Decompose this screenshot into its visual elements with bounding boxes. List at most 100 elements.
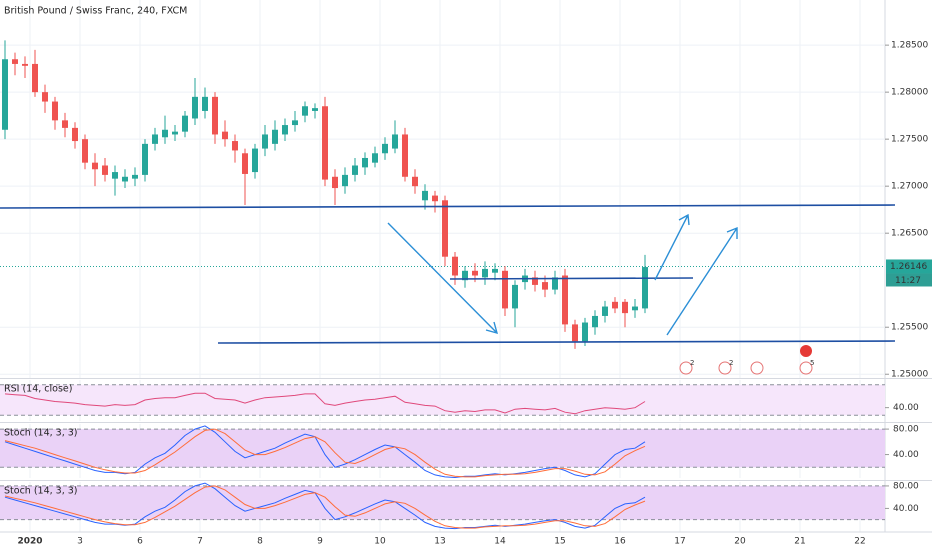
y-tick-label: 1.27500 <box>891 135 928 145</box>
candle-body <box>472 270 478 276</box>
y-tick-label: 1.28500 <box>891 41 928 51</box>
candle-body <box>552 277 558 290</box>
candle-body <box>482 268 488 278</box>
y-tick-label: 40.00 <box>893 504 919 514</box>
y-tick-label: 80.00 <box>893 425 919 435</box>
x-tick-label: 22 <box>854 537 865 547</box>
indicator-band <box>0 384 885 416</box>
drawings <box>0 204 896 344</box>
x-tick-label: 10 <box>374 537 386 547</box>
candle-body <box>252 148 258 173</box>
candle-body <box>22 63 28 66</box>
event-icon <box>800 345 812 357</box>
y-tick-label: 80.00 <box>893 481 919 491</box>
event-icon <box>718 361 732 375</box>
candle-body <box>82 139 88 163</box>
x-tick-label: 15 <box>554 537 565 547</box>
support-line <box>0 204 896 209</box>
y-tick-label: 1.28000 <box>891 88 928 98</box>
candle-body <box>432 195 438 202</box>
x-tick-label: 21 <box>794 537 805 547</box>
candle-body <box>262 134 268 149</box>
indicator-line <box>4 392 646 415</box>
x-tick-label: 6 <box>137 537 143 547</box>
candle-body <box>362 157 368 168</box>
candle-body <box>622 301 628 314</box>
candle-body <box>352 165 358 175</box>
event-count: 2 <box>690 359 694 367</box>
candle-body <box>612 301 618 309</box>
candle-body <box>452 256 458 276</box>
candle-body <box>332 176 338 189</box>
x-tick-label: 20 <box>734 537 746 547</box>
x-tick-label: 14 <box>494 537 506 547</box>
candle-body <box>442 200 448 257</box>
candle-body <box>502 270 508 309</box>
support-line <box>217 340 896 344</box>
indicator-band <box>0 429 885 468</box>
arrow <box>387 222 498 334</box>
event-icon <box>679 361 693 375</box>
x-tick-label: 16 <box>614 537 626 547</box>
x-tick-label: 3 <box>77 537 83 547</box>
x-tick-label: 13 <box>434 537 445 547</box>
candle-body <box>62 120 68 128</box>
candle-body <box>312 108 318 111</box>
candle-body <box>162 129 168 138</box>
indicator-line <box>4 428 646 478</box>
last-price-box <box>886 259 932 274</box>
candle-body <box>92 162 98 170</box>
candle-body <box>642 267 648 309</box>
candle-body <box>302 106 308 116</box>
candle-body <box>402 134 408 177</box>
y-tick-label: 40.00 <box>893 403 919 413</box>
candle-body <box>222 131 228 140</box>
x-tick-label: 17 <box>674 537 685 547</box>
candle-body <box>172 131 178 135</box>
arrow <box>654 213 690 281</box>
event-icon <box>750 361 764 375</box>
indicator-title: Stoch (14, 3, 3) <box>4 428 78 439</box>
candle-body <box>372 153 378 163</box>
countdown-label: 11:27 <box>895 276 921 286</box>
candle-body <box>562 275 568 325</box>
candle-body <box>462 270 468 281</box>
y-tick-label: 1.25000 <box>891 370 928 380</box>
candle-body <box>492 268 498 273</box>
candle-body <box>292 120 298 126</box>
x-tick-label: 9 <box>317 537 323 547</box>
indicator-title: Stoch (14, 3, 3) <box>4 486 78 497</box>
candle-body <box>342 174 348 187</box>
candle-body <box>152 134 158 144</box>
candle-body <box>112 172 118 179</box>
candle-body <box>412 176 418 187</box>
candle-body <box>52 101 58 121</box>
x-tick-label: 7 <box>197 537 203 547</box>
y-tick-label: 40.00 <box>893 450 919 460</box>
indicator-title: RSI (14, close) <box>4 384 72 395</box>
candle-body <box>232 141 238 151</box>
candle-body <box>382 143 388 154</box>
candle-body <box>592 315 598 328</box>
candle-body <box>602 306 608 316</box>
candle-body <box>192 96 198 119</box>
chart-title: British Pound / Swiss Franc, 240, FXCM <box>4 6 187 17</box>
y-tick-label: 1.26500 <box>891 229 928 239</box>
candle-body <box>12 59 18 64</box>
event-count: 5 <box>810 359 814 367</box>
candle-body <box>122 176 128 182</box>
indicator-line <box>4 485 646 529</box>
candle-body <box>582 322 588 342</box>
candle-body <box>142 143 148 175</box>
candle-body <box>422 190 428 201</box>
arrow <box>666 226 738 336</box>
candle-body <box>632 306 638 311</box>
candle-body <box>322 106 328 180</box>
candle-body <box>532 277 538 285</box>
indicator-line <box>4 482 646 530</box>
y-tick-label: 1.25500 <box>891 323 928 333</box>
candle-body <box>182 115 188 132</box>
candle-body <box>102 165 108 175</box>
candle-body <box>42 92 48 102</box>
